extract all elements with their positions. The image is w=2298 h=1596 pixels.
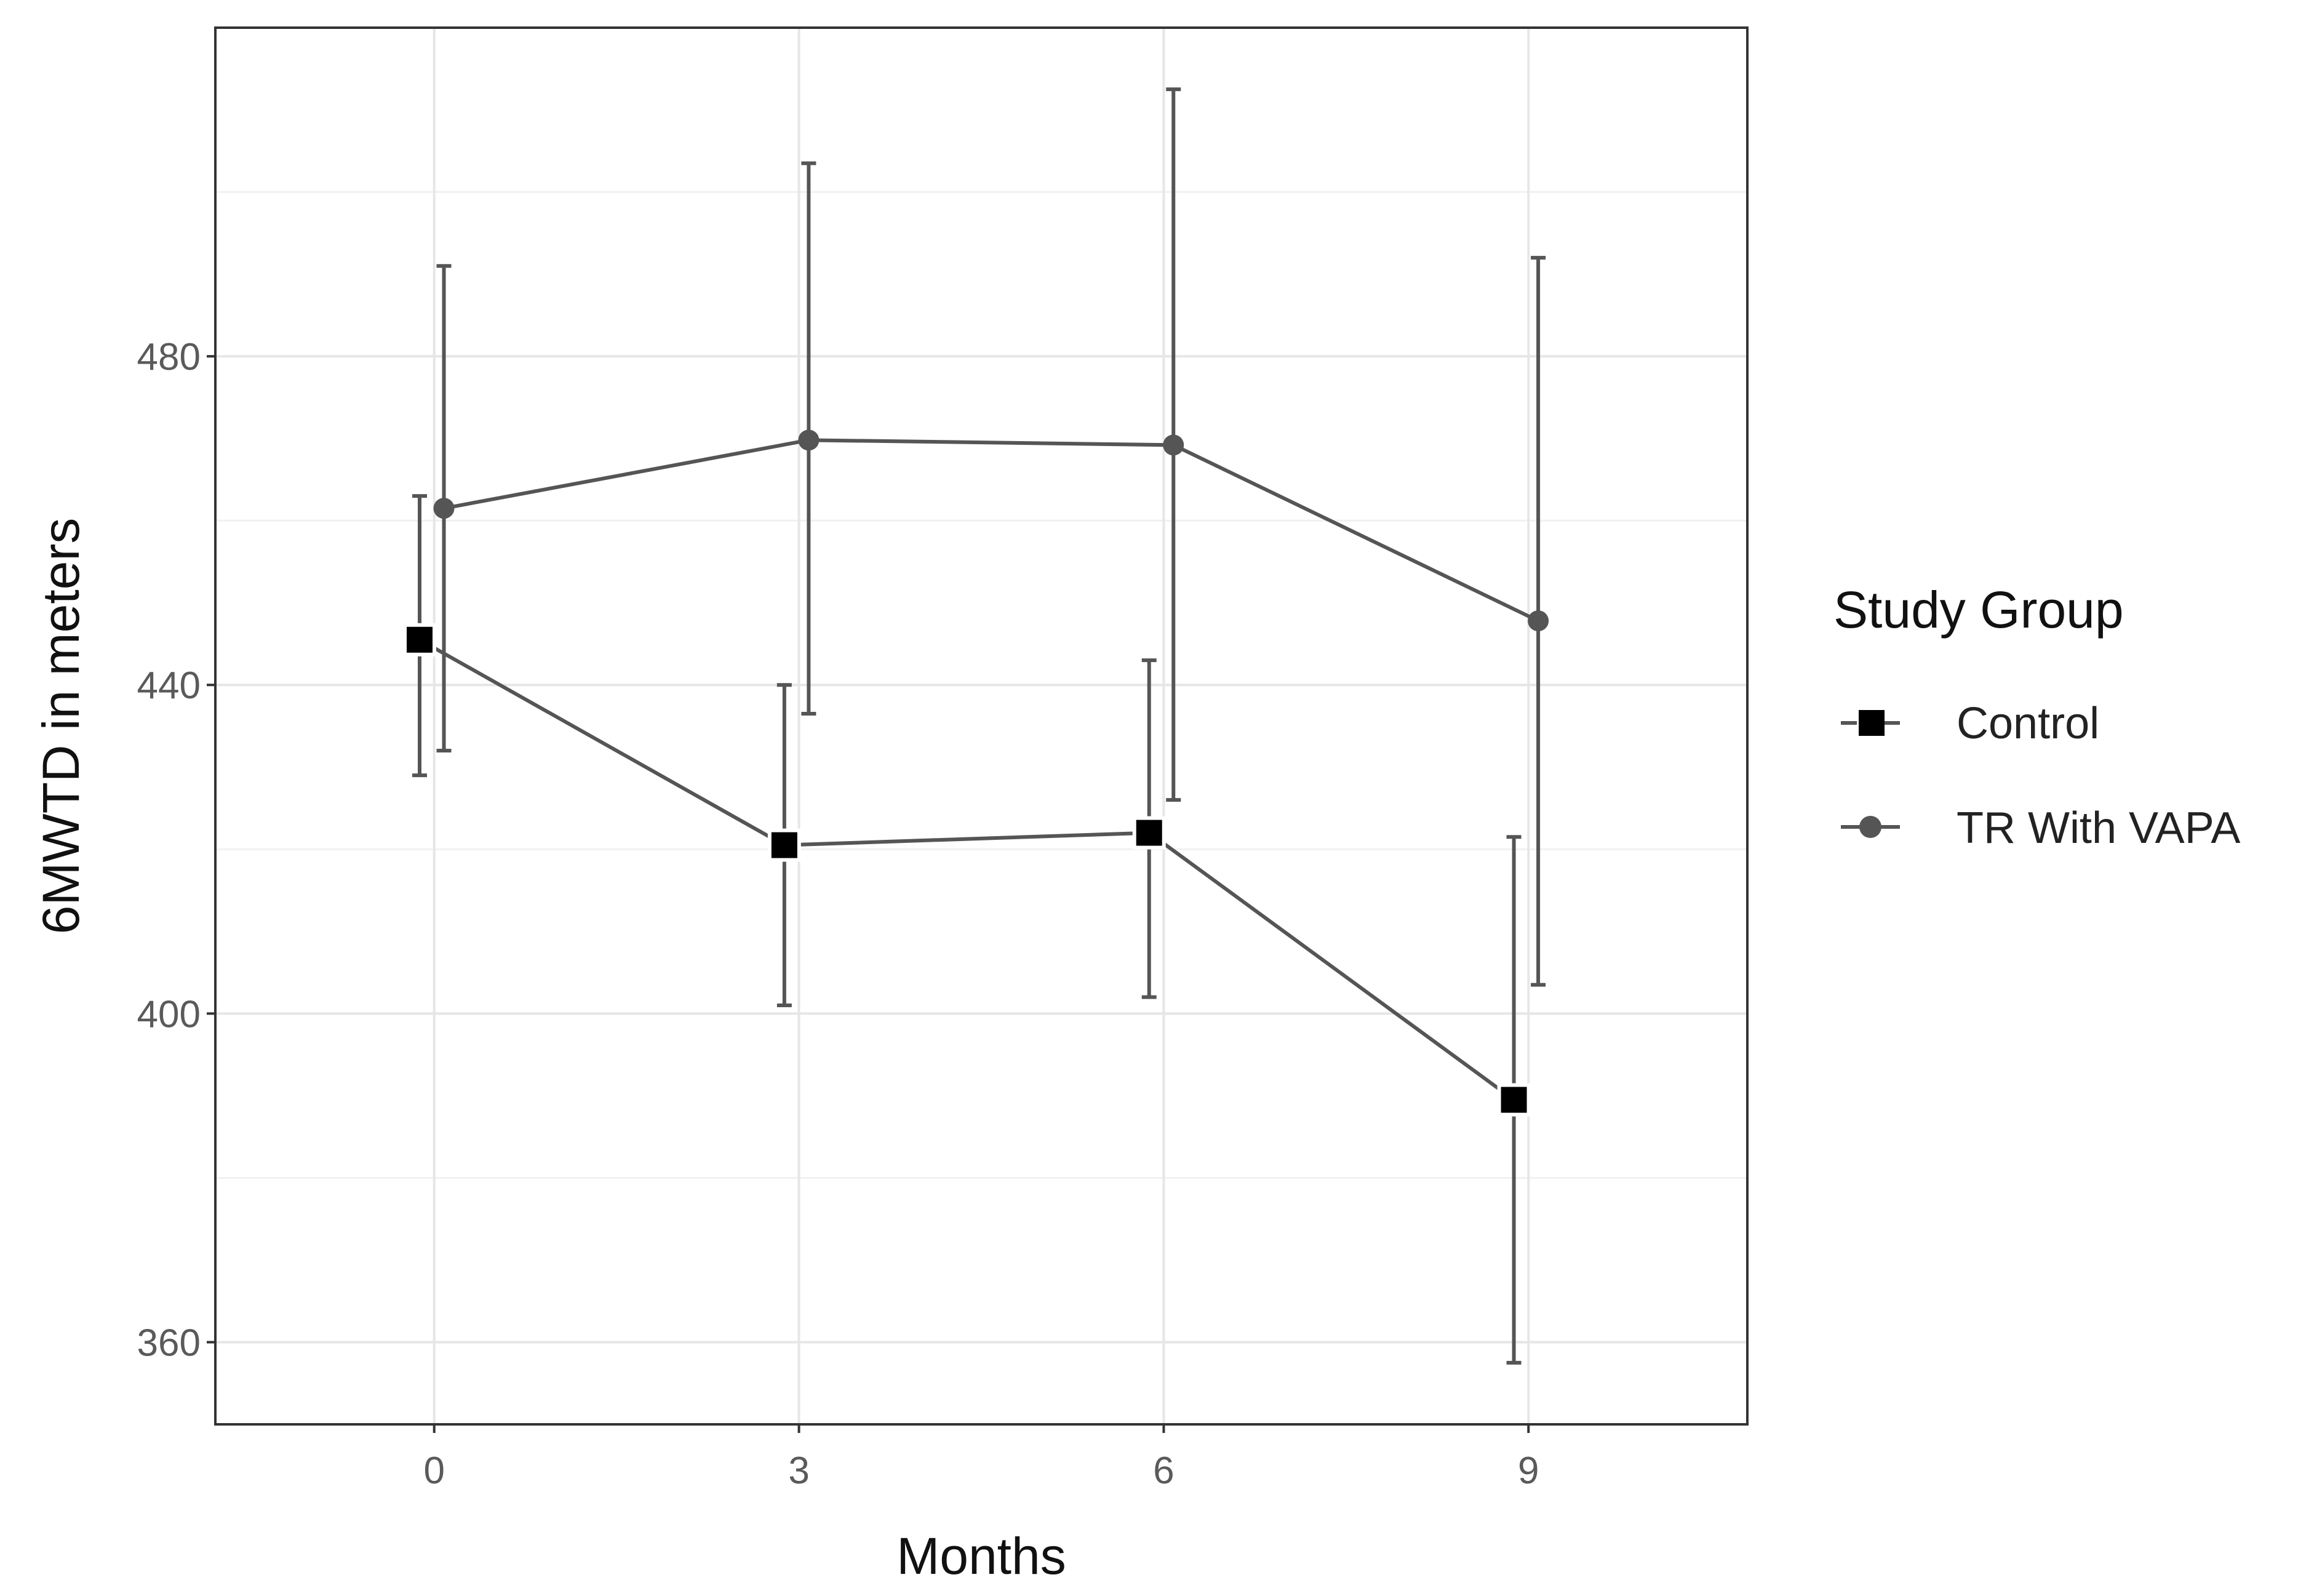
point-tr-with-vapa-6 — [1163, 434, 1184, 456]
point-tr-with-vapa-3 — [798, 429, 820, 451]
legend-title: Study Group — [1833, 581, 2124, 639]
grid-lines — [215, 28, 1747, 1424]
point-tr-with-vapa-9 — [1528, 610, 1549, 632]
x-axis-title: Months — [896, 1527, 1066, 1585]
data-points — [403, 429, 1549, 1117]
point-control-3 — [767, 828, 801, 862]
point-tr-with-vapa-0 — [433, 498, 455, 519]
point-control-6 — [1132, 816, 1166, 850]
legend-label-control: Control — [1957, 699, 2099, 748]
point-control-0 — [403, 623, 436, 656]
axis-ticks: 360 400 440 480 0 3 6 9 — [137, 336, 1539, 1492]
legend: Study Group Control TR With VAPA — [1833, 581, 2240, 853]
plot-panel — [215, 28, 1747, 1424]
series-line-tr-with-vapa — [443, 438, 1539, 623]
legend-label-tr-with-vapa: TR With VAPA — [1957, 804, 2240, 853]
legend-item-control: Control — [1841, 699, 2099, 748]
y-tick-label-440: 440 — [137, 664, 201, 707]
plot-border — [214, 26, 1749, 1426]
x-tick-label-9: 9 — [1518, 1450, 1539, 1492]
legend-marker-tr-with-vapa — [1859, 816, 1881, 838]
y-axis-title: 6MWTD in meters — [32, 518, 90, 935]
y-tick-label-400: 400 — [137, 993, 201, 1035]
y-tick-label-480: 480 — [137, 336, 201, 378]
y-tick-label-360: 360 — [137, 1322, 201, 1364]
x-tick-label-3: 3 — [788, 1450, 809, 1492]
series-lines — [418, 438, 1539, 1101]
point-control-9 — [1497, 1083, 1531, 1117]
legend-marker-control — [1859, 710, 1885, 736]
series-line-control — [418, 638, 1515, 1101]
x-tick-label-0: 0 — [423, 1450, 444, 1492]
legend-item-tr-with-vapa: TR With VAPA — [1841, 804, 2240, 853]
x-tick-label-6: 6 — [1153, 1450, 1174, 1492]
